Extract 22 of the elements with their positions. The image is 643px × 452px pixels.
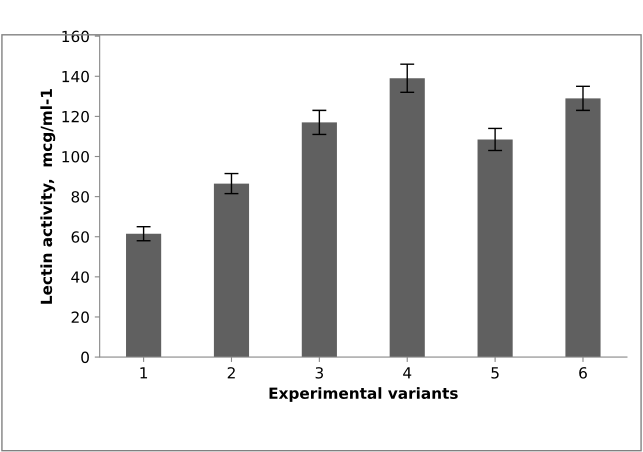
bar [565,98,601,358]
bar [390,78,425,358]
y-tick-label: 100 [62,150,89,163]
x-tick-label: 3 [316,367,323,379]
y-tick-label: 40 [71,271,89,283]
bar [126,234,162,358]
y-axis-title: Lectin activity, mcg/ml-1 [40,89,56,304]
y-tick-label: 120 [62,110,89,122]
x-tick-label: 2 [228,367,235,378]
x-tick-label: 4 [403,367,412,378]
bar [302,122,337,358]
bar [214,184,250,358]
y-tick-label: 80 [72,191,89,203]
y-tick-label: 140 [62,70,89,82]
x-axis-title: Experimental variants [270,387,458,402]
x-tick-label: 1 [140,367,148,378]
x-tick-label: 6 [579,367,587,379]
y-tick-label: 20 [72,311,89,323]
y-tick-label: 60 [72,231,89,243]
bar [478,139,513,358]
y-tick-label: 0 [81,352,89,364]
x-tick-label: 5 [491,367,499,379]
